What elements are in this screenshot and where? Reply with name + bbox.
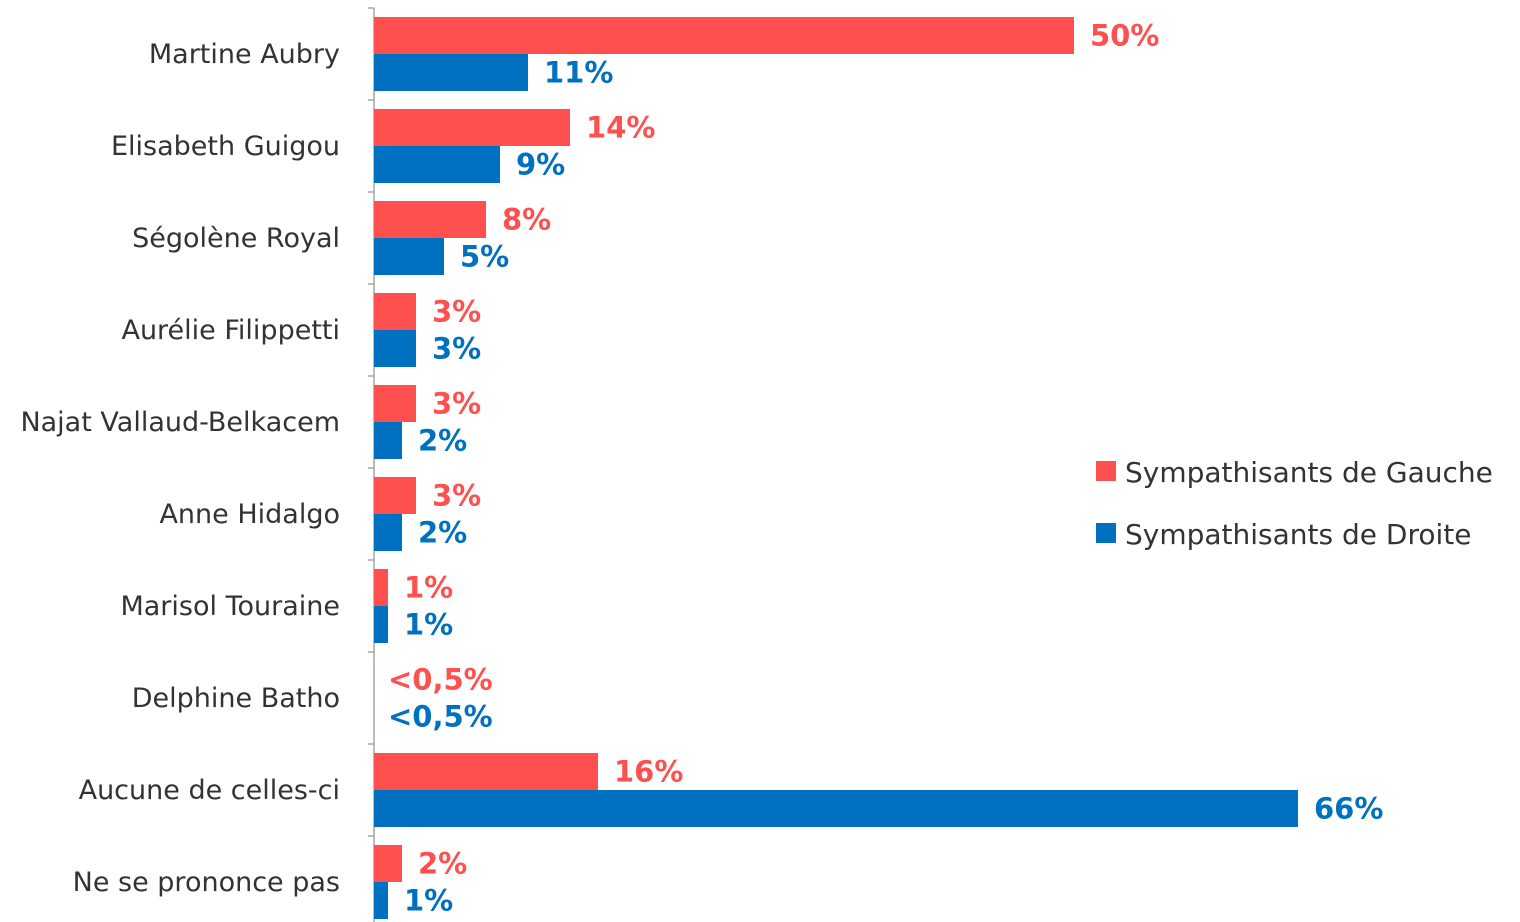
category-label: Ségolène Royal: [132, 223, 340, 254]
bar-gauche: [374, 845, 402, 882]
category-label: Elisabeth Guigou: [111, 131, 340, 162]
data-label-gauche: 2%: [418, 847, 467, 881]
data-label-droite: 11%: [544, 56, 613, 90]
data-label-droite: 5%: [460, 240, 509, 274]
bar-gauche: [374, 385, 416, 422]
data-label-droite: 2%: [418, 424, 467, 458]
legend-label-droite: Sympathisants de Droite: [1125, 518, 1472, 551]
bar-droite: [374, 606, 388, 643]
bar-droite: [374, 54, 528, 91]
data-label-droite: <0,5%: [388, 700, 493, 734]
legend-label-gauche: Sympathisants de Gauche: [1125, 456, 1493, 489]
data-label-gauche: 3%: [432, 295, 481, 329]
data-label-gauche: 50%: [1090, 19, 1159, 53]
data-label-droite: 1%: [404, 608, 453, 642]
bar-droite: [374, 238, 444, 275]
bars: [374, 17, 1298, 919]
data-label-gauche: <0,5%: [388, 663, 493, 697]
category-label: Najat Vallaud-Belkacem: [20, 407, 340, 438]
data-label-gauche: 3%: [432, 479, 481, 513]
data-label-gauche: 16%: [614, 755, 683, 789]
data-label-droite: 9%: [516, 148, 565, 182]
category-labels: Martine Aubry Elisabeth Guigou Ségolène Ro…: [20, 39, 340, 898]
category-axis: [368, 7, 375, 922]
category-label: Anne Hidalgo: [159, 499, 340, 530]
category-label: Aucune de celles-ci: [79, 775, 340, 806]
bar-droite: [374, 146, 500, 183]
bar-droite: [374, 422, 402, 459]
category-label: Aurélie Filippetti: [121, 315, 340, 346]
category-label: Ne se prononce pas: [73, 867, 340, 898]
legend-swatch-droite: [1096, 523, 1116, 543]
data-label-gauche: 8%: [502, 203, 551, 237]
legend-swatch-gauche: [1096, 461, 1116, 481]
data-label-droite: 2%: [418, 516, 467, 550]
bar-gauche: [374, 569, 388, 606]
bar-gauche: [374, 201, 486, 238]
data-label-droite: 3%: [432, 332, 481, 366]
data-label-gauche: 3%: [432, 387, 481, 421]
category-label: Marisol Touraine: [120, 591, 340, 622]
bar-droite: [374, 514, 402, 551]
data-label-droite: 66%: [1314, 792, 1383, 826]
bar-gauche: [374, 17, 1074, 54]
bar-gauche: [374, 477, 416, 514]
bar-gauche: [374, 753, 598, 790]
data-labels: 50%11%14%9%8%5%3%3%3%2%3%2%1%1%<0,5%<0,5…: [388, 19, 1383, 918]
data-label-droite: 1%: [404, 884, 453, 918]
data-label-gauche: 1%: [404, 571, 453, 605]
bar-gauche: [374, 109, 570, 146]
category-label: Delphine Batho: [132, 683, 340, 714]
category-label: Martine Aubry: [149, 39, 340, 70]
bar-gauche: [374, 293, 416, 330]
bar-droite: [374, 882, 388, 919]
bar-droite: [374, 790, 1298, 827]
bar-droite: [374, 330, 416, 367]
data-label-gauche: 14%: [586, 111, 655, 145]
legend: Sympathisants de Gauche Sympathisants de …: [1096, 456, 1493, 551]
